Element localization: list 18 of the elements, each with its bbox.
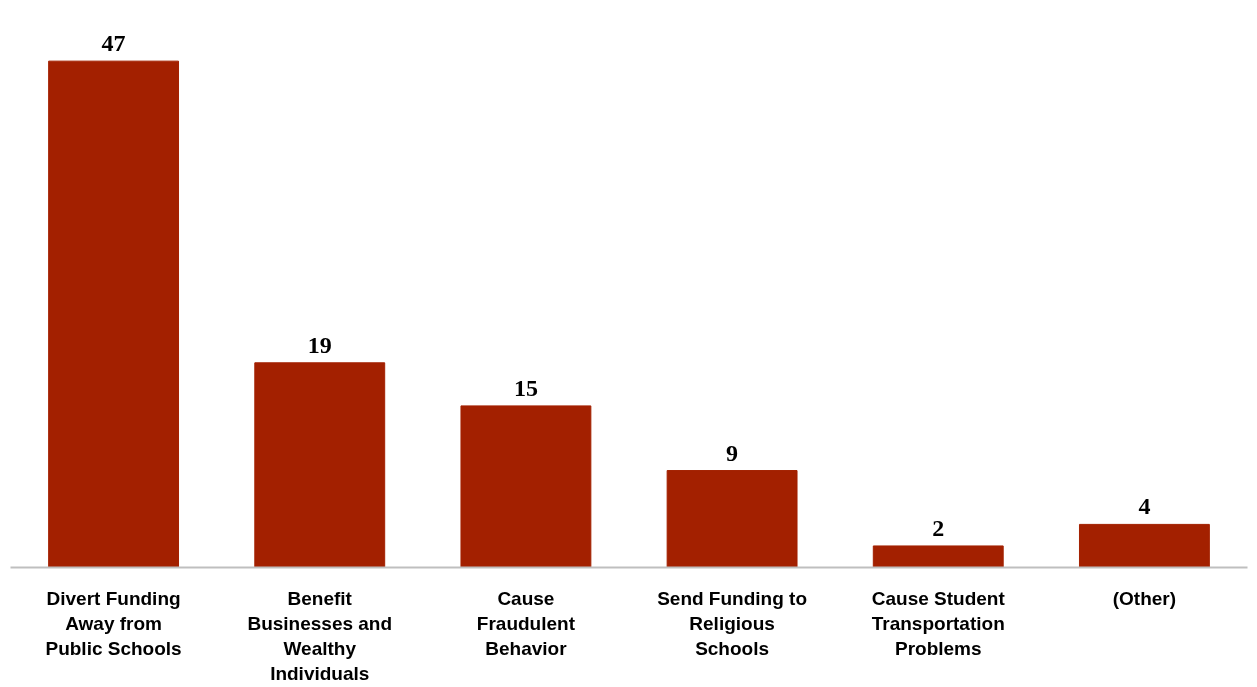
x-tick-label: Cause Student Transportation Problems (871, 587, 1006, 659)
x-tick-label: Send Funding to Religious Schools (657, 587, 808, 659)
bar (666, 470, 798, 568)
x-tick-label: Benefit Businesses and Wealthy Individuals (247, 587, 393, 685)
data-label: 47 (101, 30, 126, 57)
bar (254, 362, 386, 568)
bar (872, 545, 1004, 568)
bar (48, 60, 180, 568)
data-label: 2 (932, 514, 945, 541)
x-tick-label: (Other) (1112, 587, 1177, 609)
data-label: 4 (1138, 493, 1151, 520)
data-label: 15 (513, 374, 538, 401)
bar (1078, 523, 1210, 568)
bar (460, 405, 592, 568)
data-label: 19 (307, 331, 332, 358)
x-tick-label: Cause Fraudulent Behavior (476, 587, 576, 659)
data-label: 9 (726, 439, 739, 466)
x-tick-label: Divert Funding Away from Public Schools (45, 587, 182, 659)
